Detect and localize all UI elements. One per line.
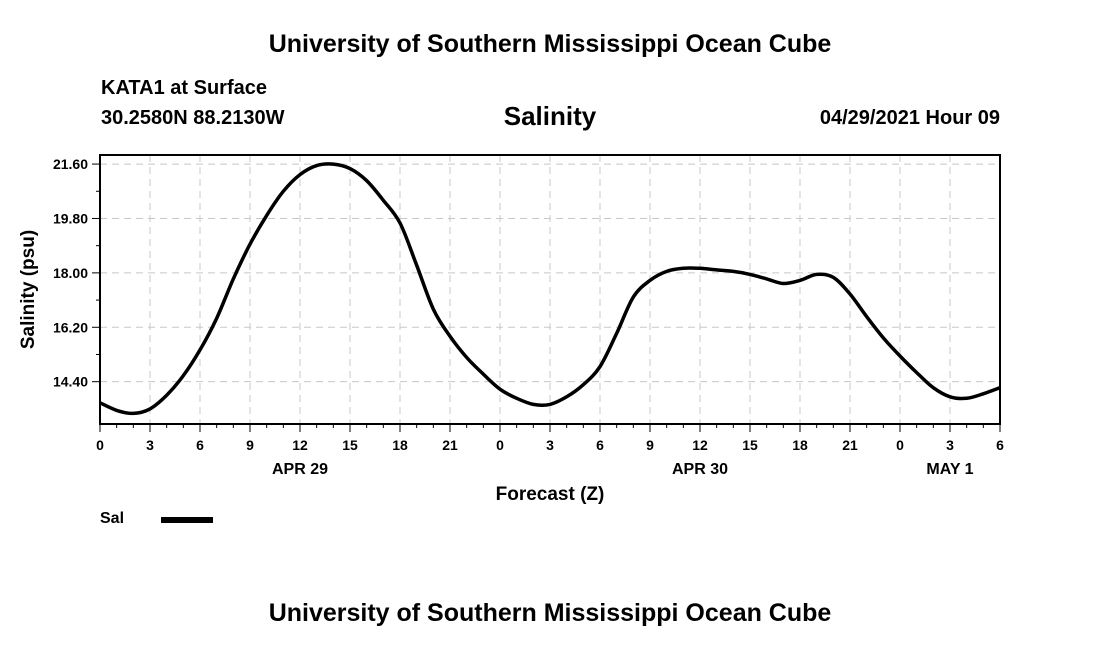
x-tick-label: 9 [646,437,654,453]
page-title: University of Southern Mississippi Ocean… [268,30,832,58]
x-tick-label: 12 [692,437,708,453]
x-tick-label: 21 [842,437,858,453]
x-tick-label: 6 [996,437,1004,453]
x-tick-label: 18 [792,437,808,453]
x-tick-label: 15 [342,437,358,453]
y-tick-label: 18.00 [53,265,88,281]
y-tick-label: 14.40 [53,374,88,390]
run-time-label: 04/29/2021 Hour 09 [819,107,1000,129]
x-tick-label: 21 [442,437,458,453]
x-tick-label: 6 [596,437,604,453]
x-tick-label: 18 [392,437,408,453]
station-label: KATA1 at Surface [101,77,267,99]
x-tick-label: 12 [292,437,308,453]
legend-label: Sal [100,510,125,527]
y-tick-label: 21.60 [53,156,88,172]
x-tick-label: 0 [896,437,904,453]
date-label: APR 29 [272,461,328,478]
series-line-sal [99,162,1001,416]
date-label: MAY 1 [926,461,973,478]
y-tick-label: 16.20 [53,319,88,335]
parameter-title: Salinity [503,101,597,131]
x-tick-label: 3 [146,437,154,453]
x-tick-label: 6 [196,437,204,453]
x-tick-label: 9 [246,437,254,453]
x-tick-label: 0 [96,437,104,453]
x-tick-label: 3 [546,437,554,453]
coordinates-label: 30.2580N 88.2130W [101,107,285,129]
x-axis-label: Forecast (Z) [496,484,605,505]
y-tick-label: 19.80 [53,210,88,226]
x-tick-label: 15 [742,437,758,453]
date-label: APR 30 [672,461,728,478]
x-tick-label: 0 [496,437,504,453]
legend-line-swatch [161,517,213,523]
x-tick-label: 3 [946,437,954,453]
footer-title: University of Southern Mississippi Ocean… [268,599,832,627]
y-axis-label: Salinity (psu) [18,230,39,349]
